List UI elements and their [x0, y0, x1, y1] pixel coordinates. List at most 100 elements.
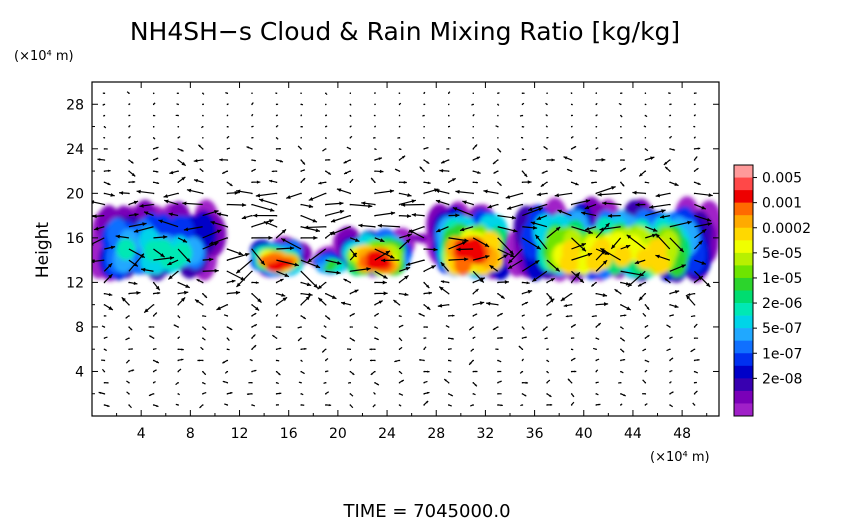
- grid-dot: [398, 137, 401, 139]
- wind-vector: [374, 157, 383, 161]
- grid-dot: [546, 337, 548, 339]
- grid-dot: [226, 315, 229, 317]
- wind-vector: [153, 102, 156, 105]
- wind-vector: [521, 358, 524, 361]
- wind-vector: [542, 326, 548, 332]
- wind-vector: [177, 315, 181, 319]
- wind-vector: [280, 238, 302, 250]
- wind-vector: [349, 312, 356, 317]
- wind-vector: [168, 270, 179, 280]
- wind-vector: [489, 264, 499, 272]
- colorbar-swatch: [734, 340, 753, 354]
- grid-dot: [423, 114, 425, 117]
- wind-vector: [300, 315, 307, 320]
- wind-vector: [497, 336, 503, 339]
- grid-dot: [202, 192, 204, 195]
- wind-vector: [398, 371, 403, 375]
- wind-vector: [659, 214, 670, 219]
- wind-vector: [153, 359, 160, 364]
- wind-vector: [251, 334, 256, 339]
- colorbar-swatch: [734, 202, 753, 216]
- wind-vector: [325, 391, 330, 395]
- wind-vector: [595, 137, 598, 139]
- wind-vector: [435, 226, 449, 233]
- wind-vector: [153, 282, 161, 291]
- wind-vector: [369, 348, 375, 351]
- wind-vector: [596, 158, 606, 162]
- grid-dot: [448, 304, 450, 306]
- wind-vector: [177, 393, 180, 396]
- grid-dot: [497, 192, 499, 195]
- wind-vector: [423, 181, 431, 185]
- wind-vector: [492, 159, 499, 165]
- wind-vector: [644, 369, 648, 372]
- wind-vector: [497, 280, 509, 285]
- colorbar-label: 0.0002: [762, 221, 811, 237]
- wind-vector: [618, 102, 621, 105]
- wind-vector: [377, 223, 400, 228]
- wind-vector: [534, 234, 548, 250]
- wind-vector: [202, 92, 205, 95]
- grid-dot: [448, 159, 450, 161]
- wind-vector: [321, 348, 327, 353]
- wind-vector: [595, 186, 616, 194]
- wind-vector: [202, 326, 207, 331]
- wind-vector: [300, 103, 304, 106]
- wind-vector: [235, 259, 253, 274]
- wind-vector: [620, 403, 623, 406]
- grid-dot: [349, 348, 351, 350]
- wind-vector: [443, 378, 449, 384]
- wind-vector: [251, 248, 266, 266]
- wind-vector: [374, 211, 396, 217]
- colorbar-label: 2e-06: [762, 296, 802, 312]
- grid-dot: [546, 326, 548, 328]
- wind-vector: [620, 126, 622, 128]
- wind-vector: [423, 247, 438, 252]
- wind-vector: [545, 102, 548, 105]
- colorbar-label: 0.001: [762, 196, 802, 212]
- cloud-cell: [92, 199, 227, 282]
- wind-vector: [470, 348, 474, 352]
- x-tick-label: 24: [378, 426, 396, 442]
- colorbar-swatch: [734, 190, 753, 203]
- grid-dot: [546, 148, 548, 150]
- wind-vector: [325, 209, 345, 217]
- wind-vector: [546, 393, 552, 398]
- wind-vector: [399, 192, 412, 197]
- grid-dot: [472, 404, 474, 406]
- wind-vector: [325, 259, 342, 265]
- wind-vector: [153, 248, 165, 258]
- grid-dot: [448, 326, 450, 328]
- wind-vector: [685, 294, 695, 306]
- wind-vector: [595, 369, 599, 372]
- wind-vector: [276, 270, 290, 278]
- colorbar-frame: [733, 164, 754, 417]
- grid-dot: [103, 103, 106, 106]
- wind-vector: [224, 403, 228, 406]
- wind-vector: [276, 296, 288, 306]
- wind-vector: [560, 293, 572, 302]
- grid-dot: [448, 382, 450, 384]
- grid-dot: [177, 382, 179, 384]
- x-tick-label: 20: [329, 426, 347, 442]
- wind-vector: [276, 359, 280, 362]
- wind-vector: [655, 233, 671, 250]
- wind-vector: [148, 335, 154, 339]
- wind-vector: [227, 392, 233, 395]
- wind-vector: [422, 114, 425, 117]
- colorbar-swatch: [734, 252, 753, 266]
- wind-vector: [323, 325, 326, 328]
- wind-vector: [202, 210, 219, 217]
- wind-vector: [236, 189, 252, 194]
- grid-dot: [595, 348, 597, 350]
- wind-vector: [227, 348, 230, 351]
- colorbar-swatch: [734, 265, 753, 279]
- wind-vector: [153, 146, 159, 150]
- wind-vector: [101, 325, 105, 328]
- wind-vector: [276, 246, 295, 251]
- wind-vector: [227, 252, 250, 261]
- wind-vector: [325, 270, 341, 275]
- grid-dot: [570, 382, 573, 384]
- wind-vector: [300, 177, 306, 183]
- wind-vector: [153, 170, 159, 173]
